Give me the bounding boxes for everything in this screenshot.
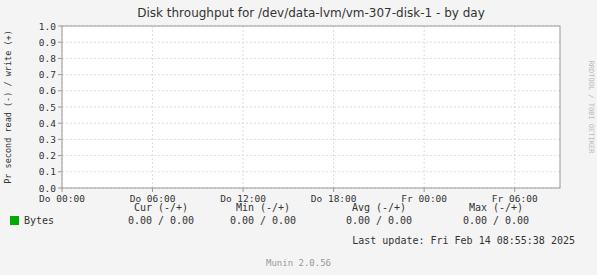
plot-frame <box>62 26 560 188</box>
tick-label: 1.0 <box>39 21 56 32</box>
tick <box>58 171 62 172</box>
tick-label: 0.5 <box>39 102 56 113</box>
tick <box>58 26 62 27</box>
grid-line <box>62 155 560 156</box>
tick <box>243 188 244 192</box>
grid-line <box>62 58 560 59</box>
stat-separator: / <box>370 215 388 226</box>
grid-line <box>62 139 560 140</box>
legend-swatch <box>10 216 19 225</box>
grid-line <box>62 107 560 108</box>
version: Munin 2.0.56 <box>266 258 331 268</box>
tick <box>62 188 63 192</box>
tick-label: 0.1 <box>39 166 56 177</box>
tick-label: 0.2 <box>39 150 56 161</box>
tick <box>424 188 425 192</box>
tick-label: 0.7 <box>39 69 56 80</box>
stat-value: 0.00 <box>272 215 296 226</box>
tick <box>152 188 153 192</box>
tick <box>58 107 62 108</box>
stat-value: 0.00 <box>128 215 152 226</box>
stat-separator: / <box>152 215 170 226</box>
tick-label: 0.3 <box>39 134 56 145</box>
plot-area <box>62 26 560 188</box>
tick-label: 0.9 <box>39 37 56 48</box>
grid-line <box>62 123 560 124</box>
stat-values: 0.00 / 0.00 <box>230 215 296 226</box>
grid-line <box>424 26 425 188</box>
grid-line <box>62 90 560 91</box>
tick-label: 0.4 <box>39 118 56 129</box>
tick-label: 0.8 <box>39 53 56 64</box>
tick <box>58 155 62 156</box>
grid-line <box>62 42 560 43</box>
tick <box>333 188 334 192</box>
tick <box>58 123 62 124</box>
tick <box>58 188 62 189</box>
tick <box>58 74 62 75</box>
title: Disk throughput for /dev/data-lvm/vm-307… <box>137 6 485 20</box>
tick <box>58 58 62 59</box>
stat-value: 0.00 <box>505 215 529 226</box>
tick-label: Fr 00:00 <box>401 193 447 204</box>
stat-header: Cur (-/+) <box>134 202 188 213</box>
tick-label: Do 00:00 <box>39 193 85 204</box>
stat-header: Avg (-/+) <box>352 202 406 213</box>
tick-label: 0.0 <box>39 183 56 194</box>
last-update: Last update: Fri Feb 14 08:55:38 2025 <box>352 235 575 246</box>
stat-header: Max (-/+) <box>469 202 523 213</box>
stat-separator: / <box>487 215 505 226</box>
stat-values: 0.00 / 0.00 <box>346 215 412 226</box>
grid-line <box>514 26 515 188</box>
grid-line <box>152 26 153 188</box>
axis-label: Pr second read (-) / write (+) <box>3 30 13 184</box>
stat-value: 0.00 <box>170 215 194 226</box>
tick-label: Do 18:00 <box>311 193 357 204</box>
stat-value: 0.00 <box>230 215 254 226</box>
tick <box>514 188 515 192</box>
stat-value: 0.00 <box>463 215 487 226</box>
grid-line <box>62 74 560 75</box>
grid-line <box>243 26 244 188</box>
grid-line <box>333 26 334 188</box>
stat-value: 0.00 <box>346 215 370 226</box>
background <box>0 0 597 275</box>
tick <box>58 42 62 43</box>
tick <box>58 139 62 140</box>
tick-label: 0.6 <box>39 85 56 96</box>
stat-value: 0.00 <box>388 215 412 226</box>
stat-values: 0.00 / 0.00 <box>128 215 194 226</box>
chart: Disk throughput for /dev/data-lvm/vm-307… <box>0 0 597 275</box>
legend-label: Bytes <box>24 215 54 226</box>
tick <box>58 90 62 91</box>
stat-header: Min (-/+) <box>236 202 290 213</box>
watermark: RRDTOOL / TOBI OETIKER <box>587 61 595 155</box>
stat-values: 0.00 / 0.00 <box>463 215 529 226</box>
grid-line <box>62 171 560 172</box>
stat-separator: / <box>254 215 272 226</box>
